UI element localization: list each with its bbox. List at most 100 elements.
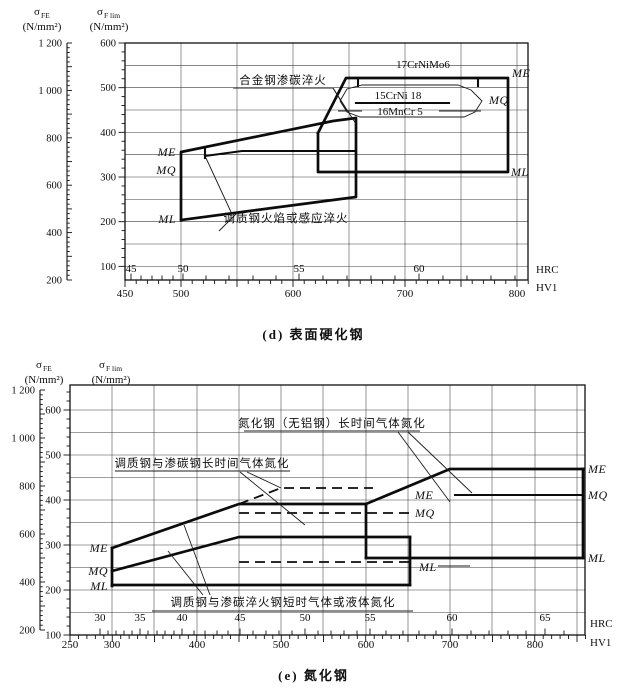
hv1-tick-label: 700	[397, 288, 414, 300]
sigma-fe-axis-sub: FE	[43, 364, 52, 373]
label-15crni18: 15CrNi 18	[375, 90, 422, 102]
grade-ml-right: ML	[587, 551, 606, 565]
sigma-flim-axis-unit: (N/mm²)	[90, 21, 129, 33]
hrc-tick-label: 55	[365, 612, 377, 624]
sigma-flim-tick-label: 200	[100, 217, 116, 228]
sigma-fe-tick-label: 1 200	[38, 39, 62, 50]
hv1-tick-label: 700	[442, 639, 459, 651]
hrc-tick-label: 60	[447, 612, 459, 624]
label-qt-carburized-shorttime: 调质钢与渗碳淬火钢短时气体或液体氮化	[171, 595, 396, 609]
caption-e: (e) 氮化钢	[278, 668, 349, 683]
hv1-tick-label: 450	[117, 288, 134, 300]
steel-group-outline	[339, 84, 483, 118]
grade-me-left: ME	[157, 145, 176, 159]
sigma-flim-tick-label: 500	[45, 451, 61, 462]
hrc-tick-label: 45	[235, 612, 247, 624]
sigma-fe-axis-unit: (N/mm²)	[25, 374, 64, 386]
plot-frame	[69, 384, 586, 636]
grade-me-right: ME	[511, 66, 530, 80]
sigma-fe-axis-title: σ	[36, 359, 42, 371]
sigma-fe-tick-label: 800	[19, 482, 35, 493]
sigma-fe-tick-label: 1 000	[11, 434, 35, 445]
longtime-leader-1	[239, 471, 306, 526]
hv1-tick-label: 400	[189, 639, 206, 651]
hv1-tick-label: 250	[62, 639, 79, 651]
hrc-tick-label: 60	[414, 263, 426, 275]
sigma-flim-tick-label: 400	[100, 128, 116, 139]
caption-d: (d) 表面硬化钢	[262, 327, 365, 342]
grade-mq-right: MQ	[488, 93, 509, 107]
label-carburized-alloy-steel: 合金钢渗碳淬火	[239, 73, 327, 87]
sigma-fe-axis-sub: FE	[41, 11, 50, 20]
grade-mq-left: MQ	[155, 163, 176, 177]
label-nitriding-steel-longtime: 氮化钢（无铝钢）长时间气体氮化	[238, 416, 426, 430]
longtime-me-dashed	[238, 487, 373, 505]
sigma-flim-axis-sub: F lim	[106, 364, 122, 373]
grade-mq-left: MQ	[87, 564, 108, 578]
nitrided-steel-chart: 600 500 400 300 200 100 1 200 1 000 800 600 400 200…	[11, 359, 613, 651]
hrc-tick-label: 65	[540, 612, 552, 624]
hrc-tick-label: 40	[177, 612, 189, 624]
longtime-leader-2	[246, 471, 282, 489]
x-axis-hrc-label: HRC	[590, 618, 613, 630]
qt-leader-2	[218, 211, 239, 232]
sigma-fe-tick-label: 400	[46, 228, 62, 239]
grade-me-mid: ME	[414, 488, 433, 502]
sigma-fe-tick-label: 600	[46, 181, 62, 192]
sigma-fe-axis-title: σ	[34, 6, 40, 18]
hv1-tick-label: 800	[509, 288, 526, 300]
grade-ml-left: ML	[89, 579, 108, 593]
sigma-fe-axis-unit: (N/mm²)	[23, 21, 62, 33]
hv1-tick-label: 600	[358, 639, 375, 651]
grade-mq-right: MQ	[587, 488, 608, 502]
sigma-fe-tick-label: 400	[19, 578, 35, 589]
sigma-flim-axis-title: σ	[99, 359, 105, 371]
hv1-tick-label: 300	[104, 639, 121, 651]
qt-leader-1	[205, 157, 232, 213]
sigma-flim-tick-label: 300	[45, 541, 61, 552]
hv1-tick-label: 800	[527, 639, 544, 651]
sigma-flim-tick-label: 100	[45, 631, 61, 642]
qt-mq-line	[203, 149, 358, 158]
grade-mq-mid: MQ	[414, 506, 435, 520]
sigma-flim-tick-label: 200	[45, 586, 61, 597]
sigma-fe-tick-label: 200	[19, 626, 35, 637]
label-qt-flame-induction: 调质钢火焰或感应淬火	[224, 211, 349, 225]
nitriding-leader-2	[407, 431, 473, 494]
sigma-fe-tick-label: 800	[46, 133, 62, 144]
sigma-fe-tick-label: 600	[19, 530, 35, 541]
label-17crnimo6: 17CrNiMo6	[396, 59, 450, 71]
label-qt-carburizing-longtime: 调质钢与渗碳钢长时间气体氮化	[115, 456, 290, 470]
sigma-flim-tick-label: 500	[100, 83, 116, 94]
nitriding-me	[364, 467, 585, 506]
grade-ml-mid: ML	[418, 560, 437, 574]
sigma-flim-axis-title: σ	[97, 6, 103, 18]
grade-ml-left: ML	[157, 212, 176, 226]
hrc-tick-label: 35	[135, 612, 147, 624]
x-axis-hrc-label: HRC	[536, 264, 559, 276]
carburized-leader-2	[332, 87, 357, 125]
nitriding-leader-1	[397, 431, 451, 503]
sigma-flim-tick-label: 600	[100, 39, 116, 50]
hv1-tick-label: 500	[173, 288, 190, 300]
surface-hardened-steel-chart: 600 500 400 300 200 100 1 200 1 000 800 600 400 200…	[23, 6, 559, 300]
sigma-flim-tick-label: 300	[100, 173, 116, 184]
x-axis-hv1-label: HV1	[590, 637, 611, 649]
hrc-tick-label: 55	[294, 263, 306, 275]
shorttime-leader-2	[183, 524, 211, 596]
sigma-flim-tick-label: 100	[100, 262, 116, 273]
carburized-outline	[316, 76, 510, 174]
x-axis-hv1-label: HV1	[536, 282, 557, 294]
grade-ml-right: ML	[510, 165, 529, 179]
hv1-tick-label: 600	[285, 288, 302, 300]
sigma-fe-tick-label: 200	[46, 276, 62, 287]
qt-flame-induction-outline	[179, 116, 358, 222]
hrc-tick-label: 50	[178, 263, 190, 275]
hv1-tick-label: 500	[273, 639, 290, 651]
grade-me-right: ME	[587, 462, 606, 476]
hrc-tick-label: 50	[300, 612, 312, 624]
label-16mncr5: 16MnCr 5	[377, 106, 423, 118]
hrc-tick-label: 30	[95, 612, 107, 624]
shorttime-mq	[110, 535, 412, 573]
